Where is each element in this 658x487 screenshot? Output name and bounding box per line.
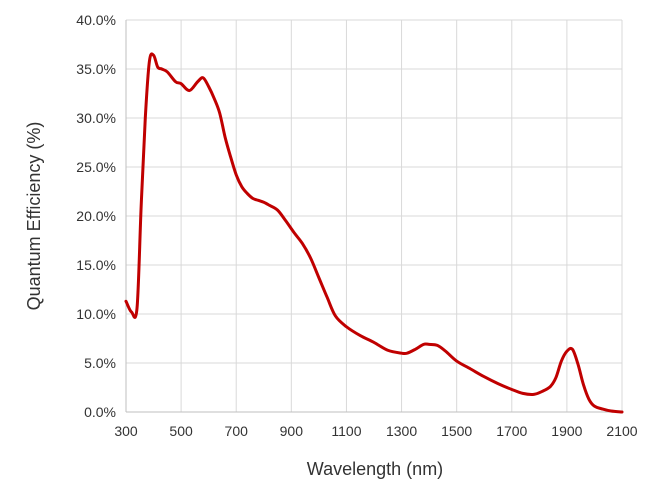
x-tick-label: 1900 (551, 423, 582, 439)
y-tick-label: 10.0% (76, 306, 116, 322)
y-tick-label: 0.0% (84, 404, 116, 420)
x-tick-label: 700 (225, 423, 249, 439)
y-tick-label: 40.0% (76, 12, 116, 28)
qe-series-line (124, 52, 624, 414)
grid (126, 19, 623, 412)
x-tick-label: 1700 (496, 423, 527, 439)
y-tick-labels: 0.0% 5.0% 10.0% 15.0% 20.0% 25.0% 30.0% 35.0% 40… (76, 12, 116, 420)
x-tick-label: 1500 (441, 423, 472, 439)
x-tick-label: 500 (169, 423, 193, 439)
x-tick-label: 300 (114, 423, 138, 439)
y-tick-label: 30.0% (76, 110, 116, 126)
x-tick-label: 1300 (386, 423, 417, 439)
y-tick-label: 20.0% (76, 208, 116, 224)
x-tick-label: 2100 (606, 423, 637, 439)
y-tick-label: 15.0% (76, 257, 116, 273)
series (124, 52, 624, 414)
x-axis-title: Wavelength (nm) (307, 459, 443, 479)
axes (125, 20, 622, 413)
y-tick-label: 5.0% (84, 355, 116, 371)
x-tick-label: 1100 (331, 423, 361, 439)
y-tick-label: 25.0% (76, 159, 116, 175)
x-tick-label: 900 (280, 423, 304, 439)
x-tick-labels: 300 500 700 900 1100 1300 1500 1700 1900 2100 (114, 423, 637, 439)
y-axis-title: Quantum Efficiency (%) (24, 122, 44, 311)
y-tick-label: 35.0% (76, 61, 116, 77)
